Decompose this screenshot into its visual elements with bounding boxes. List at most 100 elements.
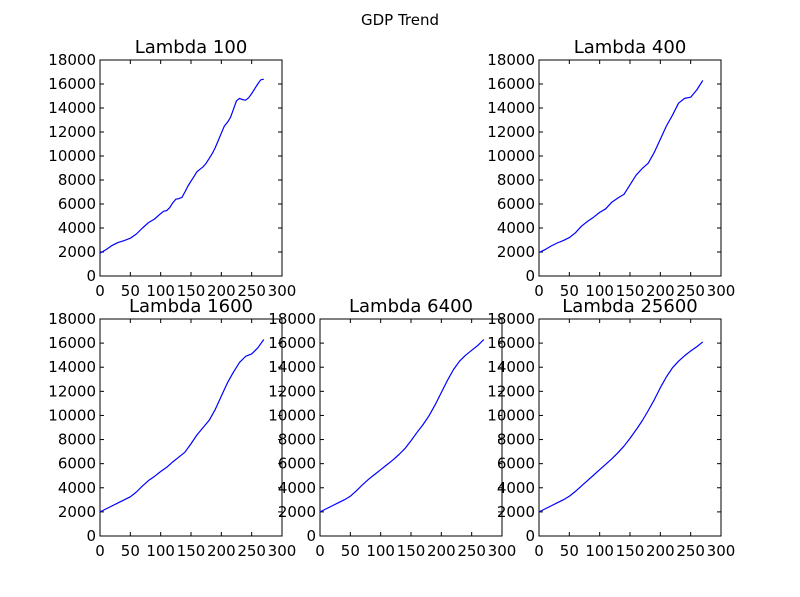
y-tick-label: 18000 bbox=[48, 310, 96, 328]
y-tick-label: 2000 bbox=[497, 243, 535, 261]
x-tick-label: 200 bbox=[207, 542, 236, 560]
y-tick-label: 16000 bbox=[487, 75, 535, 93]
figure-title: GDP Trend bbox=[361, 11, 439, 29]
x-tick-label: 100 bbox=[585, 282, 614, 300]
trend-line bbox=[319, 339, 485, 513]
y-tick-label: 2000 bbox=[58, 243, 96, 261]
y-tick-label: 6000 bbox=[497, 195, 535, 213]
x-tick-label: 300 bbox=[707, 542, 736, 560]
subplot-1: Lambda 100020004000600080001000012000140… bbox=[48, 37, 296, 300]
x-tick-label: 100 bbox=[146, 542, 175, 560]
y-tick-label: 6000 bbox=[58, 455, 96, 473]
x-tick-label: 100 bbox=[146, 282, 175, 300]
y-tick-label: 16000 bbox=[487, 334, 535, 352]
plot-frame bbox=[319, 318, 503, 537]
x-tick-label: 250 bbox=[457, 542, 486, 560]
y-tick-label: 14000 bbox=[487, 99, 535, 117]
trend-line bbox=[538, 341, 704, 513]
x-tick-label: 100 bbox=[366, 542, 395, 560]
y-tick-label: 10000 bbox=[48, 147, 96, 165]
x-tick-label: 150 bbox=[397, 542, 426, 560]
y-tick-label: 18000 bbox=[487, 51, 535, 69]
y-tick-label: 12000 bbox=[487, 382, 535, 400]
x-tick-label: 200 bbox=[207, 282, 236, 300]
subplot-title: Lambda 25600 bbox=[562, 296, 697, 317]
y-tick-label: 12000 bbox=[48, 382, 96, 400]
y-tick-label: 0 bbox=[525, 527, 535, 545]
y-tick-label: 4000 bbox=[58, 479, 96, 497]
x-tick-label: 0 bbox=[95, 282, 105, 300]
y-tick-label: 8000 bbox=[278, 431, 316, 449]
x-tick-label: 50 bbox=[560, 542, 579, 560]
subplot-title: Lambda 1600 bbox=[129, 296, 253, 317]
y-tick-label: 16000 bbox=[268, 334, 316, 352]
x-tick-label: 0 bbox=[534, 542, 544, 560]
y-tick-label: 6000 bbox=[497, 455, 535, 473]
x-tick-label: 250 bbox=[237, 542, 266, 560]
y-tick-label: 0 bbox=[86, 527, 96, 545]
x-tick-label: 300 bbox=[268, 282, 297, 300]
y-tick-label: 6000 bbox=[58, 195, 96, 213]
y-tick-label: 12000 bbox=[48, 123, 96, 141]
plot-frame bbox=[538, 318, 722, 537]
x-tick-label: 100 bbox=[585, 542, 614, 560]
x-tick-label: 0 bbox=[534, 282, 544, 300]
x-tick-label: 150 bbox=[616, 542, 645, 560]
plot-frame bbox=[99, 59, 283, 277]
x-tick-label: 0 bbox=[315, 542, 325, 560]
subplot-title: Lambda 6400 bbox=[349, 296, 473, 317]
y-tick-label: 0 bbox=[525, 267, 535, 285]
x-tick-label: 50 bbox=[341, 542, 360, 560]
x-tick-label: 50 bbox=[121, 282, 140, 300]
y-tick-label: 16000 bbox=[48, 334, 96, 352]
subplot-title: Lambda 400 bbox=[574, 37, 687, 58]
y-tick-label: 14000 bbox=[268, 358, 316, 376]
y-tick-label: 8000 bbox=[497, 431, 535, 449]
y-tick-label: 2000 bbox=[278, 503, 316, 521]
trend-line bbox=[99, 339, 265, 513]
x-tick-label: 200 bbox=[427, 542, 456, 560]
x-tick-label: 150 bbox=[177, 282, 206, 300]
x-tick-label: 300 bbox=[268, 542, 297, 560]
y-tick-label: 4000 bbox=[497, 479, 535, 497]
subplot-3: Lambda 160002000400060008000100001200014… bbox=[48, 296, 296, 560]
plot-frame bbox=[99, 318, 283, 537]
y-tick-label: 6000 bbox=[278, 455, 316, 473]
y-tick-label: 2000 bbox=[497, 503, 535, 521]
y-tick-label: 12000 bbox=[487, 123, 535, 141]
y-tick-label: 16000 bbox=[48, 75, 96, 93]
trend-line bbox=[99, 78, 264, 254]
y-tick-label: 4000 bbox=[58, 219, 96, 237]
trend-line bbox=[538, 80, 704, 254]
x-tick-label: 50 bbox=[121, 542, 140, 560]
x-tick-label: 200 bbox=[646, 542, 675, 560]
y-tick-label: 0 bbox=[306, 527, 316, 545]
y-tick-label: 14000 bbox=[487, 358, 535, 376]
y-tick-label: 14000 bbox=[48, 358, 96, 376]
x-tick-label: 0 bbox=[95, 542, 105, 560]
subplot-2: Lambda 400020004000600080001000012000140… bbox=[487, 37, 735, 300]
y-tick-label: 10000 bbox=[487, 147, 535, 165]
subplot-4: Lambda 640002000400060008000100001200014… bbox=[268, 296, 516, 560]
x-tick-label: 150 bbox=[177, 542, 206, 560]
x-tick-label: 300 bbox=[488, 542, 517, 560]
subplots-container: Lambda 100020004000600080001000012000140… bbox=[48, 37, 735, 560]
y-tick-label: 14000 bbox=[48, 99, 96, 117]
y-tick-label: 10000 bbox=[48, 406, 96, 424]
x-tick-label: 300 bbox=[707, 282, 736, 300]
x-tick-label: 50 bbox=[560, 282, 579, 300]
x-tick-label: 200 bbox=[646, 282, 675, 300]
y-tick-label: 2000 bbox=[58, 503, 96, 521]
y-tick-label: 4000 bbox=[278, 479, 316, 497]
x-tick-label: 150 bbox=[616, 282, 645, 300]
y-tick-label: 4000 bbox=[497, 219, 535, 237]
y-tick-label: 10000 bbox=[268, 406, 316, 424]
x-tick-label: 250 bbox=[676, 282, 705, 300]
y-tick-label: 8000 bbox=[58, 431, 96, 449]
x-tick-label: 250 bbox=[676, 542, 705, 560]
subplot-5: Lambda 256000200040006000800010000120001… bbox=[487, 296, 735, 560]
plot-frame bbox=[538, 59, 722, 277]
subplot-title: Lambda 100 bbox=[135, 37, 248, 58]
x-tick-label: 250 bbox=[237, 282, 266, 300]
